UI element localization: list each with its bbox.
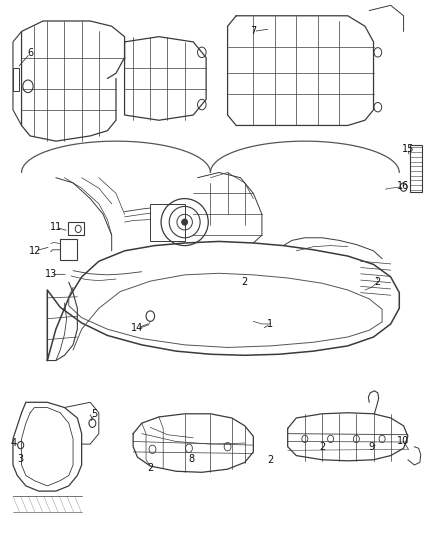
Text: 13: 13 bbox=[45, 269, 57, 279]
Text: 2: 2 bbox=[267, 455, 274, 465]
Bar bbox=[60, 239, 78, 260]
Text: 4: 4 bbox=[11, 438, 17, 448]
Bar bbox=[13, 68, 19, 91]
Text: 2: 2 bbox=[374, 277, 381, 287]
Text: 16: 16 bbox=[397, 181, 410, 190]
Text: 15: 15 bbox=[402, 144, 414, 154]
Text: 10: 10 bbox=[397, 437, 410, 447]
Text: 8: 8 bbox=[188, 454, 194, 464]
Bar bbox=[150, 204, 185, 241]
Bar bbox=[68, 222, 84, 235]
Text: 6: 6 bbox=[27, 49, 33, 59]
Text: 2: 2 bbox=[319, 442, 325, 451]
Text: 1: 1 bbox=[268, 319, 274, 329]
Text: 9: 9 bbox=[368, 442, 374, 451]
Text: 11: 11 bbox=[50, 222, 62, 232]
Text: 5: 5 bbox=[92, 409, 98, 419]
Text: 2: 2 bbox=[147, 463, 153, 473]
Text: 12: 12 bbox=[29, 246, 42, 256]
Text: 7: 7 bbox=[250, 27, 257, 36]
Bar bbox=[410, 146, 422, 192]
Text: 14: 14 bbox=[131, 323, 144, 333]
Text: 3: 3 bbox=[18, 454, 24, 464]
Text: 2: 2 bbox=[242, 277, 248, 287]
Ellipse shape bbox=[182, 219, 187, 225]
